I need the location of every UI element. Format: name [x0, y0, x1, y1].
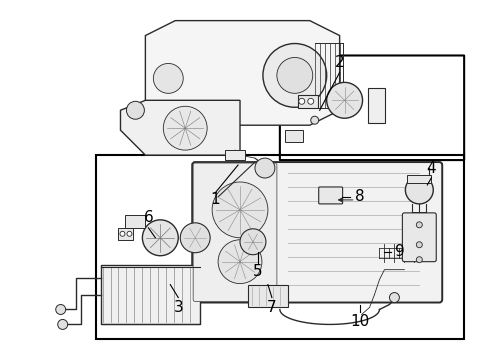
Circle shape — [142, 220, 178, 256]
Circle shape — [276, 58, 312, 93]
Polygon shape — [125, 215, 145, 228]
Circle shape — [126, 101, 144, 119]
Circle shape — [326, 82, 362, 118]
FancyBboxPatch shape — [193, 163, 276, 302]
Circle shape — [415, 257, 422, 263]
Polygon shape — [120, 100, 240, 155]
Bar — [95, 155, 463, 339]
Bar — [297, 95, 317, 108]
Text: 9: 9 — [394, 244, 404, 259]
Bar — [285, 130, 302, 142]
FancyBboxPatch shape — [318, 187, 342, 204]
Polygon shape — [224, 150, 244, 160]
Circle shape — [310, 116, 318, 124]
Bar — [247, 285, 287, 306]
Circle shape — [298, 98, 304, 104]
Text: 3: 3 — [173, 300, 183, 315]
Text: 2: 2 — [334, 55, 344, 70]
Polygon shape — [145, 21, 339, 125]
Circle shape — [240, 229, 265, 255]
Circle shape — [254, 158, 274, 178]
Text: 5: 5 — [253, 264, 262, 279]
Text: 6: 6 — [143, 210, 153, 225]
Text: 4: 4 — [426, 161, 435, 176]
Circle shape — [58, 319, 67, 329]
Bar — [101, 265, 200, 324]
Text: 10: 10 — [349, 314, 368, 329]
Text: 1: 1 — [210, 193, 220, 207]
Circle shape — [218, 240, 262, 284]
Circle shape — [263, 44, 326, 107]
Circle shape — [307, 98, 313, 104]
Circle shape — [163, 106, 207, 150]
Circle shape — [127, 231, 132, 236]
Text: 8: 8 — [354, 189, 364, 204]
Circle shape — [415, 242, 422, 248]
Text: 7: 7 — [266, 300, 276, 315]
Circle shape — [153, 63, 183, 93]
Circle shape — [405, 176, 432, 204]
FancyBboxPatch shape — [402, 213, 435, 262]
Circle shape — [180, 223, 210, 253]
Circle shape — [120, 231, 125, 236]
Bar — [367, 88, 385, 123]
FancyBboxPatch shape — [192, 162, 441, 302]
Circle shape — [388, 293, 399, 302]
Bar — [118, 228, 133, 240]
Circle shape — [212, 182, 267, 238]
Bar — [407, 175, 430, 183]
Circle shape — [415, 222, 422, 228]
Circle shape — [56, 305, 65, 315]
